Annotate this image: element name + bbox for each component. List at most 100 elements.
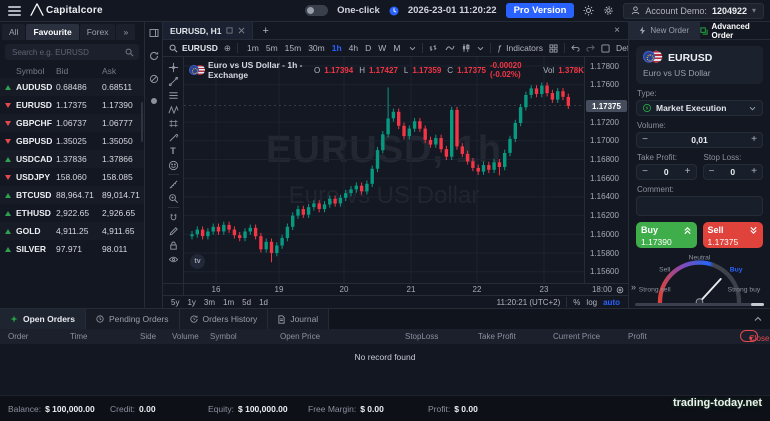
tab-new-order[interactable]: New Order <box>629 22 700 39</box>
notification-dot-icon[interactable] <box>150 97 158 105</box>
range-1m[interactable]: 1m <box>223 297 235 307</box>
chart-panel-close-icon[interactable]: × <box>614 25 620 36</box>
settings-gear-icon[interactable] <box>603 5 614 16</box>
timeframe-30m[interactable]: 30m <box>308 43 325 53</box>
crosshair-tool-icon[interactable] <box>168 60 179 74</box>
layout-template-select[interactable]: Default_EURU... <box>616 43 628 53</box>
timeframe-1h[interactable]: 1h <box>331 43 342 53</box>
watchlist-row-usdcad[interactable]: USDCAD 1.37836 1.37866 <box>0 150 144 168</box>
zoom-tool-icon[interactable] <box>168 191 179 205</box>
close-tab-icon[interactable] <box>238 27 245 34</box>
lock-tool-icon[interactable] <box>168 238 179 252</box>
watchlist-row-gold[interactable]: GOLD 4,911.25 4,911.65 <box>0 222 144 240</box>
trendline-tool-icon[interactable] <box>168 74 179 88</box>
fib-channel-tool-icon[interactable] <box>168 88 179 102</box>
watchlist-row-btcusd[interactable]: BTCUSD 88,964.71 89,014.71 <box>0 186 144 204</box>
watchlist-row-eurusd[interactable]: EURUSD 1.17375 1.17390 <box>0 96 144 114</box>
brush-tool-icon[interactable] <box>168 130 179 144</box>
panel-collapse-icon[interactable]: » <box>631 282 637 292</box>
maximize-icon[interactable] <box>226 27 234 34</box>
timeframe-more-icon[interactable] <box>409 46 416 51</box>
auto-scale-button[interactable]: auto <box>603 297 620 307</box>
layout-grid-icon[interactable] <box>549 43 558 53</box>
refresh-icon[interactable] <box>149 51 159 61</box>
sell-button[interactable]: Sell 1.17375 <box>702 222 763 248</box>
sl-increase-button[interactable]: + <box>751 166 757 177</box>
emoji-tool-icon[interactable] <box>168 158 179 172</box>
timeframe-m[interactable]: M <box>393 43 401 53</box>
buy-button[interactable]: Buy 1.17390 <box>636 222 697 248</box>
forecast-tool-icon[interactable] <box>168 116 179 130</box>
volume-value[interactable]: 0,01 <box>691 135 708 145</box>
range-1y[interactable]: 1y <box>187 297 196 307</box>
tp-decrease-button[interactable]: − <box>642 166 648 177</box>
redo-icon[interactable] <box>586 44 595 52</box>
price-scale[interactable]: 1.17800 1.17600 1.17200 1.17000 1.16800 1.166… <box>584 57 628 283</box>
panel-scrollbar[interactable] <box>635 303 764 306</box>
search-input[interactable] <box>10 46 125 58</box>
watchlist-row-usdjpy[interactable]: USDJPY 158.060 158.085 <box>0 168 144 186</box>
magnet-tool-icon[interactable] <box>168 210 179 224</box>
volume-increase-button[interactable]: + <box>751 134 757 145</box>
panel-expand-icon[interactable] <box>746 309 770 329</box>
indicators-button[interactable]: ƒ Indicators <box>497 43 543 53</box>
one-click-toggle[interactable] <box>305 5 329 16</box>
text-tool-icon[interactable]: T <box>170 146 176 156</box>
tp-increase-button[interactable]: + <box>684 166 691 177</box>
tab-advanced-order[interactable]: Advanced Order <box>699 22 770 40</box>
range-1d[interactable]: 1d <box>259 297 268 307</box>
measure-tool-icon[interactable] <box>168 177 179 191</box>
candles-style-icon[interactable] <box>461 43 471 53</box>
hamburger-menu-icon[interactable] <box>8 5 21 16</box>
watchlist-row-silver[interactable]: SILVER 97.971 98.011 <box>0 240 144 258</box>
watchlist-row-gbpchf[interactable]: GBPCHF 1.06737 1.06777 <box>0 114 144 132</box>
chart-canvas[interactable]: EURUSD, 1h Euro vs US Dollar Euro vs US … <box>184 57 584 283</box>
pro-version-button[interactable]: Pro Version <box>505 3 575 18</box>
style-more-icon[interactable] <box>477 46 484 51</box>
xabcd-pattern-tool-icon[interactable] <box>167 102 179 116</box>
save-layout-checkbox-icon[interactable] <box>601 43 610 53</box>
time-axis-labels[interactable]: 16 19 20 21 22 23 <box>184 284 584 295</box>
percent-scale-button[interactable]: % <box>573 297 581 307</box>
axis-settings-icon[interactable] <box>616 286 624 294</box>
watchlist-more-tabs-icon[interactable]: » <box>116 24 136 40</box>
watchlist-row-gbpusd[interactable]: GBPUSD 1.35025 1.35050 <box>0 132 144 150</box>
tab-open-orders[interactable]: Open Orders <box>0 309 86 329</box>
close-all-button[interactable]: Close ▾ <box>740 330 769 343</box>
timeframe-w[interactable]: W <box>378 43 387 53</box>
edit-pencil-tool-icon[interactable] <box>168 224 179 238</box>
compare-add-icon[interactable]: ⊕ <box>223 42 232 53</box>
add-chart-tab-button[interactable]: + <box>262 24 269 37</box>
range-3m[interactable]: 3m <box>203 297 216 307</box>
timeframe-5m[interactable]: 5m <box>265 43 278 53</box>
bars-style-icon[interactable] <box>429 43 439 53</box>
symbol-search[interactable]: EURUSD <box>169 43 218 53</box>
watchlist-row-audusd[interactable]: AUDUSD 0.68486 0.68511 <box>0 78 144 96</box>
panel-toggle-icon[interactable] <box>149 28 159 38</box>
hide-eye-tool-icon[interactable] <box>168 252 179 266</box>
timeframe-4h[interactable]: 4h <box>348 43 359 53</box>
chart-tab-eurusd-h1[interactable]: EURUSD, H1 <box>163 22 254 39</box>
theme-sun-icon[interactable] <box>583 5 594 16</box>
timeframe-1m[interactable]: 1m <box>247 43 259 53</box>
range-5d[interactable]: 5d <box>242 297 252 307</box>
sl-value[interactable]: 0 <box>730 167 736 177</box>
volume-decrease-button[interactable]: − <box>642 134 648 145</box>
log-scale-button[interactable]: log <box>586 297 598 307</box>
tab-pending-orders[interactable]: Pending Orders <box>85 309 180 329</box>
timeframe-15m[interactable]: 15m <box>284 43 302 53</box>
watchlist-row-ethusd[interactable]: ETHUSD 2,922.65 2,926.65 <box>0 204 144 222</box>
watchlist-tab-all[interactable]: All <box>2 24 26 40</box>
watchlist-scrollbar[interactable] <box>141 102 143 142</box>
range-5y[interactable]: 5y <box>171 297 180 307</box>
tp-value[interactable]: 0 <box>663 167 669 177</box>
watchlist-tab-forex[interactable]: Forex <box>79 24 116 40</box>
account-selector[interactable]: Account Demo: 1204922 ▾ <box>623 2 764 19</box>
line-style-icon[interactable] <box>445 43 455 53</box>
timeframe-d[interactable]: D <box>365 43 372 53</box>
order-type-select[interactable]: Market Execution <box>636 100 763 116</box>
disabled-circle-icon[interactable] <box>149 74 159 84</box>
tab-journal[interactable]: Journal <box>268 309 330 329</box>
tab-orders-history[interactable]: Orders History <box>179 309 269 329</box>
watchlist-tab-favourite[interactable]: Favourite <box>26 24 79 40</box>
